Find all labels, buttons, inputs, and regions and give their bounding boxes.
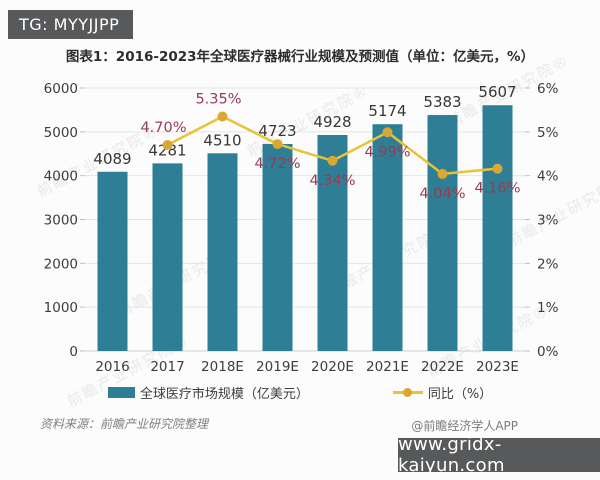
right-axis-label: 6%	[537, 81, 559, 97]
x-axis-label: 2018E	[201, 359, 244, 375]
left-axis-label: 3000	[44, 213, 78, 229]
site-watermark-badge: www.gridx-kaiyun.com	[398, 434, 600, 476]
bar-2020E	[317, 134, 348, 351]
yoy-marker-2019E	[272, 139, 283, 150]
app-credit: @前瞻经济学人APP	[411, 419, 518, 433]
right-axis-label: 4%	[537, 169, 559, 185]
yoy-marker-2018E	[217, 111, 228, 122]
telegram-tag-text: TG: MYYJJPP	[19, 15, 120, 34]
left-axis-label: 1000	[44, 300, 78, 316]
yoy-value-label: 4.99%	[364, 144, 410, 160]
x-axis-label: 2016	[95, 359, 129, 375]
legend-item-market-size: 全球医疗市场规模（亿美元）	[107, 383, 309, 402]
legend-item-yoy: 同比（%）	[392, 383, 493, 402]
bar-value-label: 4089	[93, 150, 131, 168]
yoy-marker-2022E	[437, 168, 448, 179]
yoy-value-label: 5.35%	[195, 91, 241, 107]
x-axis-label: 2022E	[421, 359, 464, 375]
x-axis-label: 2021E	[366, 359, 409, 375]
bar-2016	[97, 171, 128, 351]
left-axis-label: 0	[69, 344, 78, 360]
right-axis-label: 0%	[537, 344, 559, 360]
yoy-marker-2021E	[382, 127, 393, 138]
left-axis-label: 6000	[44, 81, 78, 97]
legend-label-yoy: 同比（%）	[427, 387, 493, 402]
bar-value-label: 4510	[203, 131, 241, 149]
left-axis-label: 4000	[44, 169, 78, 185]
bar-value-label: 5174	[368, 102, 406, 120]
bar-value-label: 5383	[423, 93, 461, 111]
chart-title: 图表1：2016-2023年全球医疗器械行业规模及预测值（单位：亿美元，%）	[65, 49, 535, 65]
right-axis-label: 5%	[537, 125, 559, 141]
right-axis-label: 2%	[537, 256, 559, 272]
legend-label-market-size: 全球医疗市场规模（亿美元）	[139, 387, 309, 402]
x-axis-label: 2020E	[311, 359, 354, 375]
left-axis-label: 5000	[44, 125, 78, 141]
bar-series-swatch	[107, 387, 135, 398]
yoy-value-label: 4.70%	[140, 120, 186, 136]
bar-2023E	[482, 105, 513, 351]
bar-value-label: 5607	[478, 83, 516, 101]
yoy-value-label: 4.04%	[419, 186, 465, 202]
bar-value-label: 4723	[258, 122, 296, 140]
right-axis-label: 3%	[537, 213, 559, 229]
line-series-swatch	[392, 387, 423, 398]
yoy-value-label: 4.72%	[254, 156, 300, 172]
yoy-marker-2023E	[492, 163, 503, 174]
bar-2019E	[262, 143, 293, 351]
bar-value-label: 4928	[313, 113, 351, 131]
bar-2017	[152, 163, 183, 351]
bar-value-label: 4281	[148, 141, 186, 159]
right-axis-label: 1%	[537, 300, 559, 316]
bar-2018E	[207, 153, 238, 351]
site-watermark-text: www.gridx-kaiyun.com	[398, 434, 505, 476]
bar-2021E	[372, 124, 403, 352]
left-axis-label: 2000	[44, 256, 78, 272]
x-axis-label: 2023E	[476, 359, 519, 375]
yoy-value-label: 4.16%	[474, 181, 520, 197]
x-axis-label: 2019E	[256, 359, 299, 375]
yoy-marker-2020E	[327, 155, 338, 166]
x-axis-label: 2017	[150, 359, 184, 375]
data-source-note: 资料来源：前瞻产业研究院整理	[40, 417, 209, 431]
chart-legend: 全球医疗市场规模（亿美元） 同比（%）	[0, 383, 600, 402]
yoy-value-label: 4.34%	[309, 173, 355, 189]
yoy-marker-2017	[162, 139, 173, 150]
chart-canvas: 0 0% 1000 1% 2000 2% 3000 3% 4000 4% 5000 5% 6000 6% 2…	[44, 81, 559, 375]
telegram-tag-badge: TG: MYYJJPP	[8, 10, 134, 39]
bar-2022E	[427, 115, 458, 351]
